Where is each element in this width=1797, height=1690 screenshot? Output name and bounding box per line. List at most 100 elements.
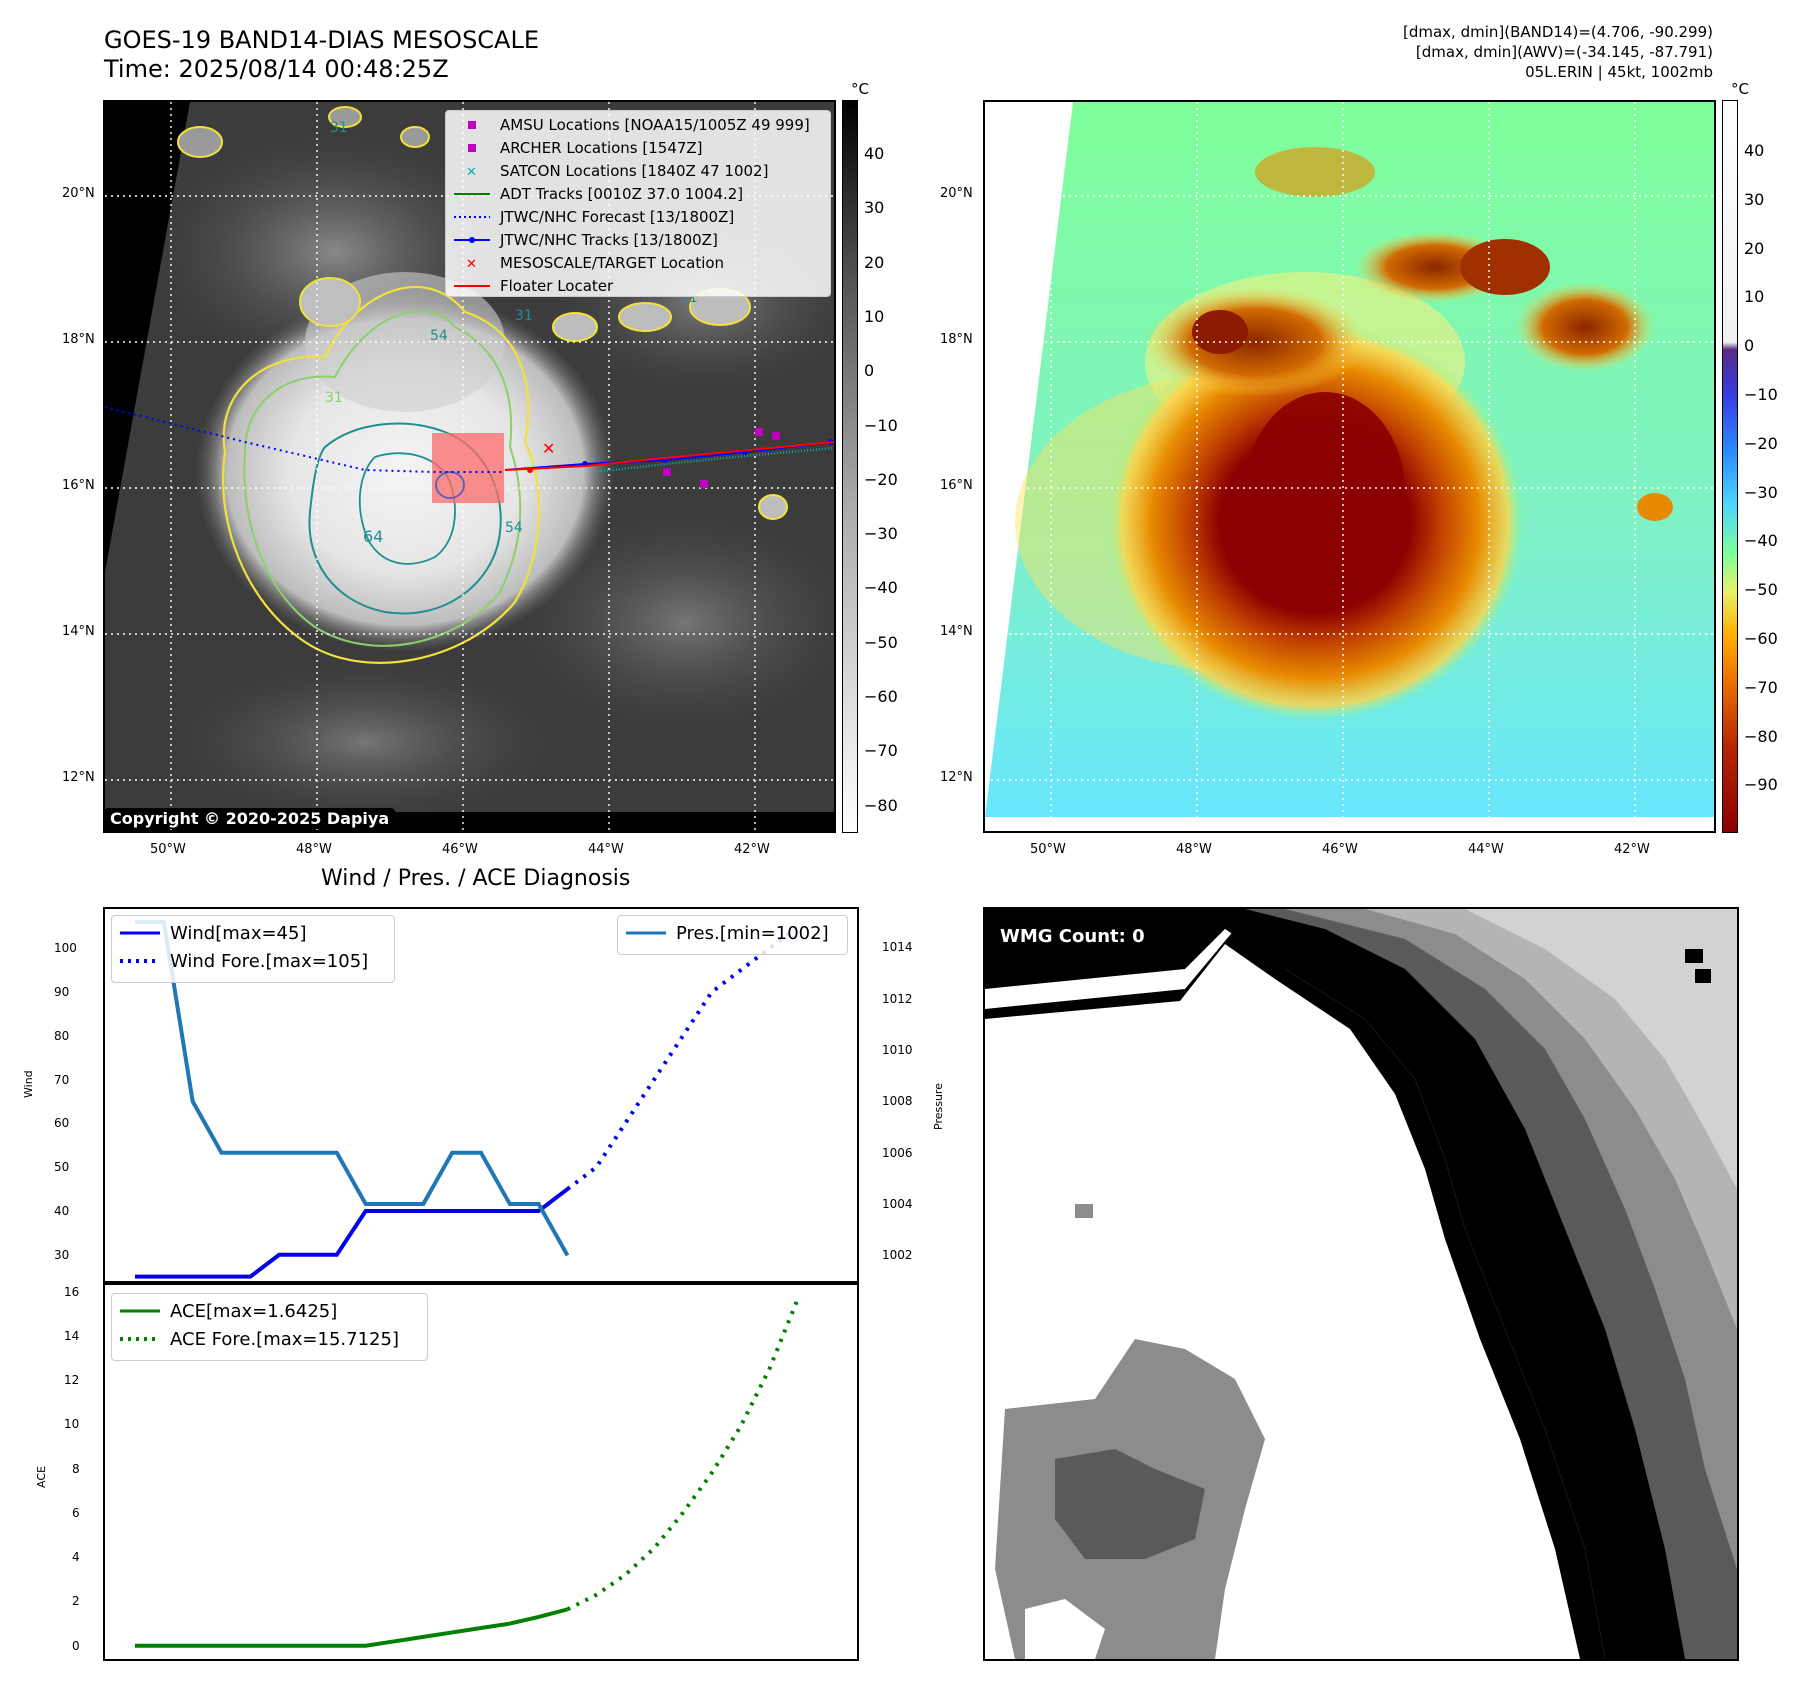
forecast-track [105,406,505,473]
ace-legend: ACE[max=1.6425] ACE Fore.[max=15.7125] [111,1293,428,1361]
lat-tick: 16°N [940,478,973,493]
map-legend: AMSU Locations [NOAA15/1005Z 49 999] ARCH… [445,110,831,297]
lon-tick: 42°W [734,842,770,857]
pressure-y-tick: 1004 [882,1197,913,1212]
title-product: GOES-19 BAND14-DIAS MESOSCALE [104,26,540,54]
wind-axis-label: Wind [22,1070,35,1098]
pressure-axis-label: Pressure [932,1083,945,1130]
wmg-panel [983,907,1739,1661]
colorbar-tick: 30 [864,198,885,218]
legend-wind: Wind[max=45] [170,922,307,944]
ace-svg [135,1297,801,1648]
lon-tick: 44°W [588,842,624,857]
lat-tick: 18°N [940,332,973,347]
awv-map-svg [985,102,1714,831]
map-legend-item: ADT Tracks [0010Z 37.0 1004.2] [452,182,824,205]
pressure-y-tick: 1002 [882,1248,913,1263]
ir-colorbar [842,100,858,833]
ace-y-tick: 8 [72,1461,80,1476]
svg-text:✕: ✕ [466,165,477,177]
colorbar-tick: −80 [864,795,898,815]
colorbar-tick: −40 [1744,531,1778,551]
lat-tick: 20°N [940,186,973,201]
floater-locater [504,441,834,471]
contour-label: 54 [430,328,448,344]
colorbar-tick: −30 [864,524,898,544]
ace-y-tick: 2 [72,1594,80,1609]
map-legend-item: AMSU Locations [NOAA15/1005Z 49 999] [452,113,824,136]
ace-y-tick: 10 [64,1417,80,1432]
lat-tick: 18°N [62,332,95,347]
contour-label: 54 [505,520,523,536]
awv-colorbar [1722,100,1738,833]
colorbar-tick: −40 [864,578,898,598]
lat-tick: 14°N [62,624,95,639]
lat-tick: 14°N [940,624,973,639]
colorbar-tick: 40 [1744,141,1765,160]
map-legend-label: Floater Locater [500,276,614,295]
ace-series-line-1 [566,1297,801,1612]
contour-31 [222,285,541,664]
series-line-2 [135,919,570,1257]
lon-tick: 50°W [1030,842,1066,857]
stats-band14: [dmax, dmin](BAND14)=(4.706, -90.299) [1402,23,1713,41]
wind-pressure-svg [135,919,800,1279]
contour-54 [243,310,522,647]
map-gridlines [985,102,1714,831]
ace-series-line-0 [135,1607,569,1648]
wind-y-tick: 60 [54,1116,70,1131]
ace-y-tick: 12 [64,1373,80,1388]
colorbar-tick: −20 [864,469,898,489]
contour-label: 64 [363,527,383,546]
colorbar-tick: −10 [864,415,898,435]
colorbar-tick: 40 [864,144,885,163]
map-legend-label: ARCHER Locations [1547Z] [500,138,703,157]
pressure-y-tick: 1010 [882,1043,913,1058]
ace-y-tick: 0 [72,1638,80,1653]
wind-y-tick: 50 [54,1160,70,1175]
colorbar-tick: 0 [864,361,875,381]
stats-block: [dmax, dmin](BAND14)=(4.706, -90.299) [d… [1403,22,1713,82]
colorbar-tick: 20 [864,252,885,272]
lat-tick: 16°N [62,478,95,493]
lon-tick: 46°W [442,842,478,857]
wind-y-tick: 70 [54,1072,70,1087]
colorbar-tick: −20 [1744,433,1778,453]
legend-pressure: Pres.[min=1002] [676,922,829,944]
pressure-y-tick: 1014 [882,940,913,955]
target-marker: ✕ [542,439,555,458]
map-legend-label: ADT Tracks [0010Z 37.0 1004.2] [500,184,744,203]
colorbar-tick: −30 [1744,482,1778,502]
colorbar-tick: −60 [864,687,898,706]
map-legend-item: JTWC/NHC Forecast [13/1800Z] [452,205,824,228]
lon-tick: 48°W [296,842,332,857]
colorbar-tick: −90 [1744,775,1778,795]
diagnosis-title: Wind / Pres. / ACE Diagnosis [321,866,631,891]
wmg-image [985,909,1737,1659]
lon-tick: 48°W [1176,842,1212,857]
lat-tick: 20°N [62,186,95,201]
colorbar-tick: 20 [1744,238,1765,258]
colorbar-tick: −50 [1744,580,1778,600]
wind-y-tick: 80 [54,1028,70,1043]
colorbar-tick: −60 [1744,629,1778,648]
archer-marker [700,480,708,488]
colorbar-tick: 10 [864,306,885,326]
wind-y-tick: 90 [54,985,70,1000]
wind-legend: Wind[max=45] Wind Fore.[max=105] [111,915,395,983]
ace-y-tick: 16 [64,1284,80,1299]
map-legend-item: JTWC/NHC Tracks [13/1800Z] [452,228,824,251]
map-legend-label: AMSU Locations [NOAA15/1005Z 49 999] [500,115,810,134]
lon-tick: 42°W [1614,842,1650,857]
legend-ace-forecast: ACE Fore.[max=15.7125] [170,1328,399,1350]
pressure-y-tick: 1012 [882,991,913,1006]
pressure-legend: Pres.[min=1002] [617,915,848,955]
chart-title: GOES-19 BAND14-DIAS MESOSCALE Time: 2025… [104,26,539,84]
map-legend-item: ✕ MESOSCALE/TARGET Location [452,251,824,274]
pressure-y-tick: 1008 [882,1094,913,1109]
map-legend-item: ✕ SATCON Locations [1840Z 47 1002] [452,159,824,182]
colorbar-tick: −80 [1744,726,1778,746]
map-legend-label: JTWC/NHC Forecast [13/1800Z] [500,207,735,226]
colorbar-tick: −70 [864,741,898,761]
lat-tick: 12°N [62,770,95,785]
